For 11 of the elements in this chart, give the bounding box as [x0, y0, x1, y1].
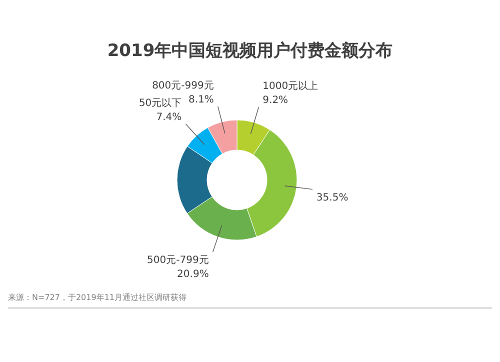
slice-label: 500元-799元 [147, 255, 209, 266]
slice-label: 1000元以上 [262, 80, 318, 92]
chart-title: 2019年中国短视频用户付费金额分布 [107, 41, 393, 61]
data-label: 7.4% [156, 112, 182, 123]
data-label: 35.5% [316, 192, 348, 204]
slice-label: 800元-999元 [152, 80, 214, 92]
source-note: 来源：N=727，于2019年11月通过社区调研获得 [8, 293, 186, 302]
slice-label: 50元以下 [138, 96, 182, 109]
data-label: 8.1% [188, 94, 214, 106]
data-label: 9.2% [262, 95, 288, 106]
data-label: 20.9% [177, 269, 209, 280]
